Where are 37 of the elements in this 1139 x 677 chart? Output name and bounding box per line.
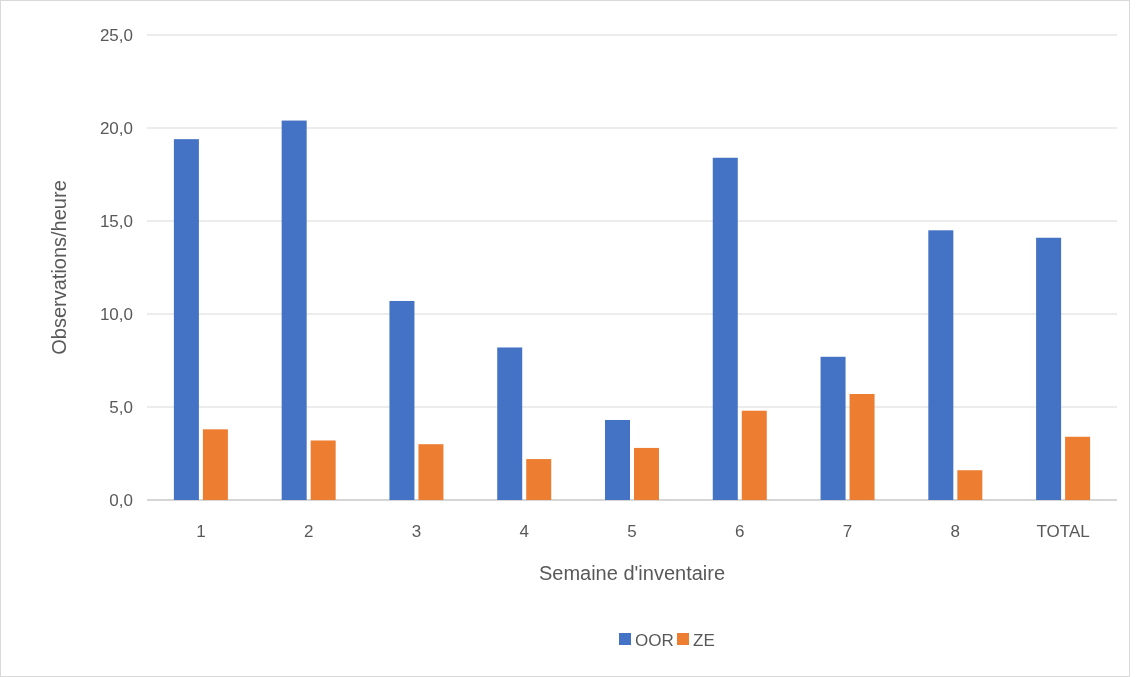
bar [957,470,983,500]
bar [712,157,738,500]
x-tick-label: 4 [519,522,529,541]
y-tick-label: 15,0 [99,211,133,231]
bar [820,356,846,500]
bar [605,420,630,500]
bar [389,300,415,500]
x-tick-label: 1 [196,522,206,541]
y-tick-label: 20,0 [99,118,133,138]
x-tick-label: 6 [735,522,745,541]
x-tick-label: 3 [411,522,422,541]
bar [202,429,228,500]
bar [418,444,444,500]
y-tick-label: 0,0 [109,490,133,510]
bar [526,459,552,500]
bar [741,410,767,500]
x-tick-label: 8 [950,522,961,541]
legend-label: OOR [635,630,674,650]
bar [310,440,336,500]
y-tick-label: 25,0 [99,25,133,45]
x-tick-label: 5 [627,522,637,541]
bar [281,120,307,500]
y-axis-title: Observations/heure [48,180,70,355]
bar [1065,436,1091,500]
bar [634,447,659,500]
bar [1036,237,1062,500]
x-tick-label: TOTAL [1036,522,1090,541]
x-axis-title: Semaine d'inventaire [538,562,726,584]
legend-label: ZE [693,630,715,650]
bar [849,393,875,500]
bar [173,139,199,500]
y-tick-label: 10,0 [99,304,133,324]
bar [497,347,523,500]
y-tick-label: 5,0 [109,397,133,417]
x-tick-label: 2 [303,522,314,541]
x-tick-label: 7 [842,522,853,541]
bar [928,230,954,500]
